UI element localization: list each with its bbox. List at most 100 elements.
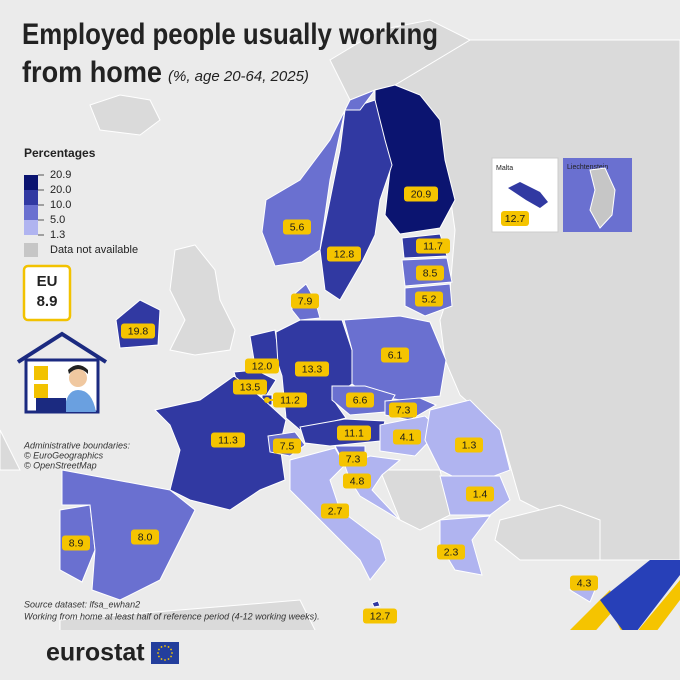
label-box [570, 575, 598, 591]
flag-star [170, 648, 172, 651]
value-label: 4.8 [350, 475, 365, 487]
label-box [321, 503, 349, 519]
label-box [393, 429, 421, 445]
malta-shape [508, 182, 548, 208]
subtitle: (%, age 20-64, 2025) [168, 68, 309, 85]
legend-swatch [24, 220, 38, 235]
legend-title: Percentages [24, 146, 96, 160]
label-box [501, 211, 529, 226]
legend-na-label: Data not available [50, 244, 138, 256]
flag-star [158, 648, 160, 651]
label-box [415, 291, 443, 307]
note: Administrative boundaries: [23, 440, 131, 450]
flag-star [170, 655, 172, 658]
label-box [416, 265, 444, 281]
value-label: 8.9 [69, 537, 84, 549]
value-label: 2.3 [444, 546, 459, 558]
title: Employed people usually working [22, 18, 438, 51]
value-label: 20.9 [411, 188, 432, 200]
flag-star [167, 646, 170, 648]
label-box [273, 438, 301, 454]
value-label: 4.1 [400, 431, 415, 443]
liechtenstein-shape [589, 167, 616, 229]
label-box [346, 392, 374, 408]
logo: eurostat [46, 639, 145, 667]
label-box [211, 432, 245, 448]
label-box [283, 219, 311, 235]
value-label: 7.3 [346, 453, 361, 465]
flag-star [157, 652, 159, 654]
value-label: 11.2 [280, 394, 300, 406]
eu-label: EU [37, 273, 58, 290]
value-label: 11.3 [218, 434, 238, 446]
label-box [337, 425, 371, 441]
value-label: 7.5 [280, 440, 295, 452]
legend-swatch [24, 190, 38, 205]
value-label: 5.6 [290, 221, 305, 233]
eu-box [22, 264, 72, 322]
value-label: 12.7 [370, 610, 391, 622]
eu-flag [151, 642, 179, 664]
label-box [343, 473, 371, 489]
label-box [327, 246, 361, 262]
legend: 20.9 20.0 10.0 5.0 1.3 Data not available [24, 169, 138, 257]
label-box [273, 392, 307, 408]
flag-star [158, 655, 160, 658]
value-label: 1.3 [462, 439, 477, 451]
value-label: 7.3 [396, 404, 411, 416]
source: Working from home at least half of refer… [24, 611, 320, 621]
legend-tick-label: 10.0 [50, 199, 71, 211]
label-box [62, 535, 90, 551]
label-box [404, 186, 438, 202]
country [61, 469, 196, 601]
country [371, 600, 381, 608]
value-label: 6.1 [388, 349, 403, 361]
value-labels: 20.9 12.8 5.6 11.7 8.5 5.2 7.9 19.8 12.0 13.3 6.1 1… [62, 186, 598, 624]
footer [0, 630, 680, 680]
note: © OpenStreetMap [24, 460, 97, 470]
legend-swatch-na [24, 243, 38, 257]
flag-star [171, 652, 173, 654]
flag-star [164, 659, 166, 661]
leader-dot [264, 397, 270, 403]
value-label: 8.0 [138, 531, 153, 543]
label-box [437, 544, 465, 560]
label-box [131, 529, 159, 545]
label-box [466, 486, 494, 502]
value-label: 5.2 [422, 293, 437, 305]
inset-label: Malta [496, 165, 513, 172]
label-box [389, 402, 417, 418]
legend-tick-label: 20.0 [50, 184, 71, 196]
label-box [121, 323, 155, 339]
great-britain [169, 244, 236, 356]
eu-value: 8.9 [37, 293, 58, 310]
label-box [291, 293, 319, 309]
legend-swatch [24, 175, 38, 190]
turkey [494, 504, 601, 561]
value-label: 11.7 [423, 240, 443, 252]
value-label: 12.8 [334, 248, 355, 260]
inset-label: Liechtenstein [567, 164, 608, 171]
legend-tick-label: 5.0 [50, 214, 65, 226]
flag-star [167, 658, 170, 660]
label-box [339, 451, 367, 467]
value-label: 2.7 [328, 505, 343, 517]
label-box [455, 437, 483, 453]
value-label: 4.3 [577, 577, 592, 589]
title: from home [22, 56, 162, 89]
value-label: 6.6 [353, 394, 368, 406]
value-label: 19.8 [128, 325, 149, 337]
flag-star [160, 658, 163, 660]
label-box [295, 361, 329, 377]
value-label: 11.1 [344, 427, 364, 439]
label-box [381, 347, 409, 363]
value-label: 13.5 [240, 381, 261, 393]
iceland [89, 94, 161, 136]
value-label: 1.4 [473, 488, 488, 500]
inset-value-label: 12.7 [505, 213, 526, 225]
value-label: 12.0 [252, 360, 273, 372]
value-label: 8.5 [423, 267, 438, 279]
label-box [233, 379, 267, 395]
legend-tick-label: 1.3 [50, 229, 65, 241]
